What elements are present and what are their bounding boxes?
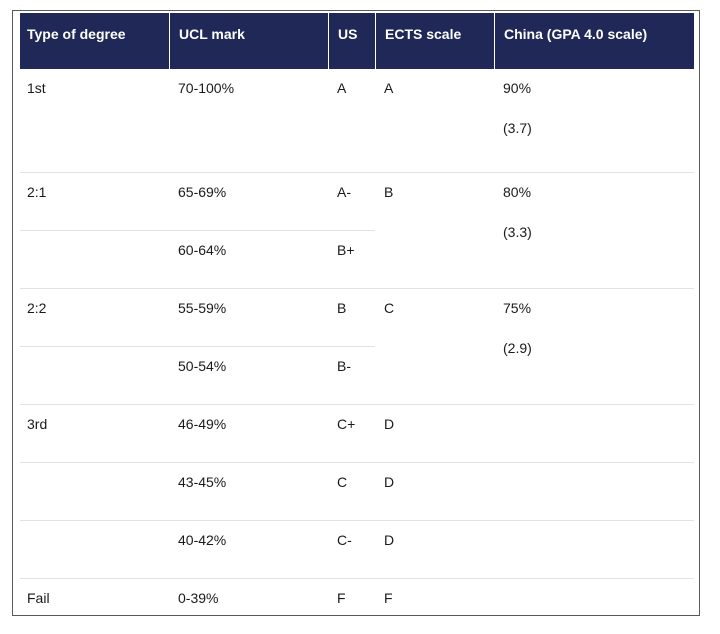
ucl-mark-cell: 43-45%: [169, 463, 328, 521]
grade-conversion-table: Type of degree UCL mark US ECTS scale Ch…: [20, 13, 694, 619]
china-cell: 80% (3.3): [494, 173, 694, 289]
china-cell: 90% (3.7): [494, 69, 694, 173]
ects-cell: C: [375, 289, 494, 405]
us-grade-cell: C: [328, 463, 375, 521]
ects-cell: D: [375, 521, 494, 579]
ucl-mark-cell: 40-42%: [169, 521, 328, 579]
ects-cell: B: [375, 173, 494, 289]
ects-cell: A: [375, 69, 494, 173]
ects-cell: D: [375, 463, 494, 521]
degree-cell: 2:1: [20, 173, 169, 231]
us-grade-cell: B-: [328, 347, 375, 405]
table-row: 2:2 55-59% B C 75% (2.9): [20, 289, 694, 405]
china-gpa: (3.7): [503, 120, 532, 136]
china-gpa: (2.9): [503, 340, 532, 356]
table-row: Fail 0-39% F F: [20, 579, 694, 619]
ucl-mark-cell: 46-49%: [169, 405, 328, 463]
table-row: 40-42% C- D: [20, 521, 694, 579]
china-cell: [494, 463, 694, 521]
ucl-mark-cell: 55-59%: [169, 289, 328, 347]
china-gpa: (3.3): [503, 224, 532, 240]
degree-cell: [20, 463, 169, 521]
degree-cell: 3rd: [20, 405, 169, 463]
table-row: 1st 70-100% A A 90% (3.7): [20, 69, 694, 173]
china-percent: 80%: [503, 184, 532, 200]
ucl-mark-cell: 0-39%: [178, 590, 219, 606]
us-grade-cell: C-: [328, 521, 375, 579]
table-row: 3rd 46-49% C+ D: [20, 405, 694, 463]
degree-cell: [20, 231, 169, 289]
table-row: 60-64% B+: [20, 231, 694, 289]
header-us: US: [328, 13, 375, 69]
ucl-mark-cell: 50-54%: [169, 347, 328, 405]
china-cell: [494, 579, 694, 619]
us-grade-cell: A: [328, 69, 375, 173]
header-row: Type of degree UCL mark US ECTS scale Ch…: [20, 13, 694, 69]
header-ects-scale: ECTS scale: [375, 13, 494, 69]
degree-cell: [20, 521, 169, 579]
table-row: 2:1 65-69% A- B 80% (3.3): [20, 173, 694, 289]
ucl-mark-cell: 70-100%: [169, 69, 328, 173]
ects-cell: D: [375, 405, 494, 463]
degree-cell: 1st: [20, 69, 169, 173]
header-china-gpa: China (GPA 4.0 scale): [494, 13, 694, 69]
degree-cell: Fail: [27, 590, 50, 606]
china-cell: [494, 405, 694, 463]
us-grade-cell: F: [337, 590, 346, 606]
us-grade-cell: A-: [328, 173, 375, 231]
china-cell: [494, 521, 694, 579]
china-percent: 75%: [503, 300, 532, 316]
ects-cell: F: [384, 590, 393, 606]
ucl-mark-cell: 65-69%: [169, 173, 328, 231]
table-row: 50-54% B-: [20, 347, 694, 405]
china-cell: 75% (2.9): [494, 289, 694, 405]
us-grade-cell: B+: [328, 231, 375, 289]
us-grade-cell: B: [328, 289, 375, 347]
grade-conversion-frame: Type of degree UCL mark US ECTS scale Ch…: [12, 10, 700, 616]
header-ucl-mark: UCL mark: [169, 13, 328, 69]
china-percent: 90%: [503, 80, 532, 96]
header-type-of-degree: Type of degree: [20, 13, 169, 69]
table-row: 43-45% C D: [20, 463, 694, 521]
ucl-mark-cell: 60-64%: [169, 231, 328, 289]
degree-cell: 2:2: [20, 289, 169, 347]
us-grade-cell: C+: [328, 405, 375, 463]
degree-cell: [20, 347, 169, 405]
